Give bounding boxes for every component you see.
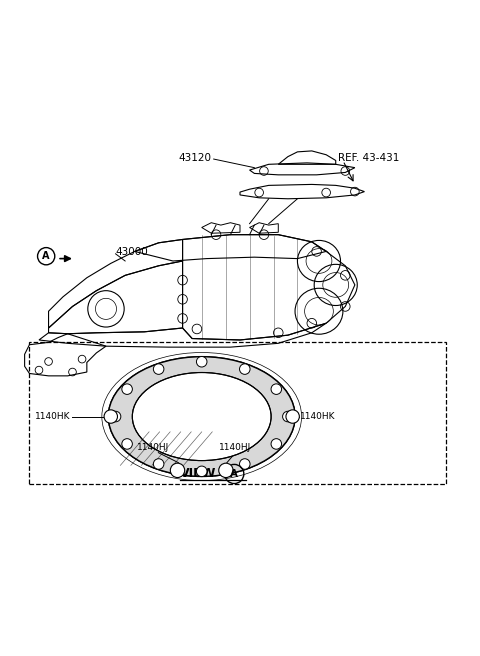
Circle shape	[271, 439, 282, 449]
Ellipse shape	[132, 373, 271, 461]
Circle shape	[286, 410, 300, 423]
Circle shape	[240, 459, 250, 469]
Circle shape	[122, 439, 132, 449]
Ellipse shape	[132, 373, 271, 461]
Circle shape	[104, 410, 118, 423]
Circle shape	[170, 463, 185, 478]
Text: A: A	[230, 469, 238, 479]
Circle shape	[154, 459, 164, 469]
Circle shape	[196, 356, 207, 367]
Text: 43000: 43000	[116, 247, 148, 257]
Circle shape	[283, 411, 293, 422]
Circle shape	[122, 384, 132, 394]
Text: 1140HK: 1140HK	[35, 412, 70, 421]
Circle shape	[240, 364, 250, 375]
Text: 1140HJ: 1140HJ	[137, 443, 170, 452]
Text: A: A	[42, 251, 50, 261]
Bar	[29, 342, 446, 483]
Text: 43120: 43120	[178, 153, 211, 163]
Ellipse shape	[108, 357, 295, 476]
Circle shape	[154, 364, 164, 375]
Text: VIEW: VIEW	[180, 468, 216, 480]
Circle shape	[219, 463, 233, 478]
Circle shape	[196, 466, 207, 477]
Circle shape	[271, 384, 282, 394]
Circle shape	[110, 411, 121, 422]
Text: 1140HJ: 1140HJ	[219, 443, 252, 452]
Text: 1140HK: 1140HK	[300, 412, 336, 421]
Text: REF. 43-431: REF. 43-431	[338, 153, 399, 163]
